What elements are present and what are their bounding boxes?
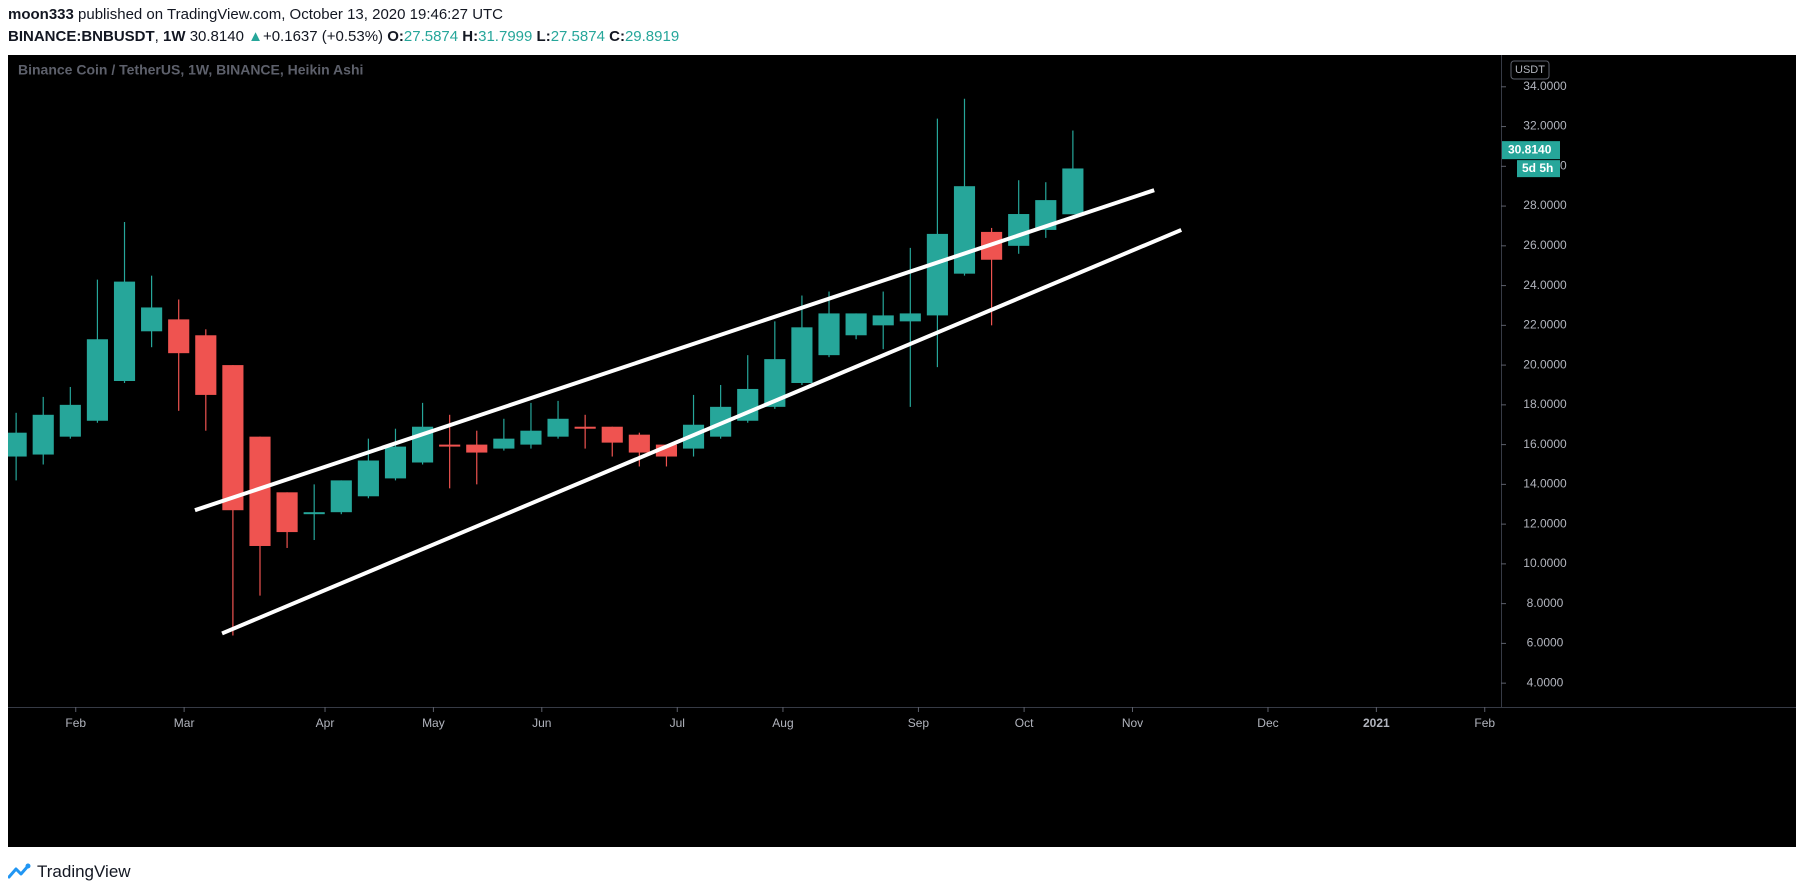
candle-body [195,335,217,395]
time-axis[interactable]: Feb Mar Apr May Jun Jul Aug Sep Oct Nov Dec 2021 Feb [65,707,1495,730]
candle-body [1062,168,1084,215]
time-axis-label: Feb [1474,716,1495,730]
price-axis-label: 28.0000 [1523,198,1567,212]
candle-body [845,313,867,336]
low-label: L: [536,28,551,45]
price-axis-label: 26.0000 [1523,238,1567,252]
currency-badge[interactable]: USDT [1510,60,1550,80]
currency-label: USDT [1515,64,1545,76]
candle-body [303,512,325,515]
candle-body [384,446,407,479]
candle-body [439,444,461,447]
change-arrow-icon: ▲ [248,28,263,45]
candle-body [466,444,488,453]
candle-body [1008,214,1030,246]
time-axis-label: Jun [532,716,551,730]
candle-body [764,359,786,407]
time-axis-label: Mar [174,716,195,730]
countdown-badge [1517,160,1560,178]
tradingview-logo-icon[interactable] [8,863,32,881]
price-axis-label: 12.0000 [1523,516,1567,530]
time-axis-label: Oct [1015,716,1034,730]
candle-body [926,233,948,316]
price-axis-label: 10.0000 [1523,556,1567,570]
candle-body [59,404,81,437]
chart-background [8,55,1796,847]
candle-body [655,444,678,457]
price-axis-label: 20.0000 [1523,357,1567,371]
candle-body [520,430,542,445]
time-axis-label: Jul [670,716,685,730]
time-axis-label: May [422,716,445,730]
candle-body [249,436,271,546]
price-axis-label: 8.0000 [1527,596,1564,610]
candle-body [168,319,190,354]
price-chart[interactable]: 34.000032.000030.000028.000026.000024.00… [5,55,1796,847]
close-value: 29.8919 [624,28,680,45]
close-label: C: [609,28,625,45]
published-text: published on TradingView.com, October 13… [78,6,504,23]
time-axis-label: Dec [1257,716,1278,730]
price-axis-label: 6.0000 [1527,636,1564,650]
candle-body [357,460,379,497]
symbol: BINANCE:BNBUSDT [8,28,155,45]
chart-canvas[interactable]: 34.000032.000030.000028.000026.000024.00… [5,55,1796,847]
price-axis-label: 16.0000 [1523,437,1567,451]
candle-body [5,432,27,457]
candle-body [141,307,163,332]
candle-body [872,315,894,326]
candles [5,98,1084,636]
time-axis-label: Feb [65,716,86,730]
candle-body [628,434,650,453]
last-price-badge [1502,141,1560,160]
candle-body [32,414,54,455]
chart-title: Binance Coin / TetherUS, 1W, BINANCE, He… [18,62,363,78]
open-label: O: [387,28,404,45]
time-axis-label: Apr [316,716,335,730]
interval: 1W [163,28,186,45]
price-axis-label: 22.0000 [1523,318,1567,332]
price-axis-label: 34.0000 [1523,79,1567,93]
candle-body [222,365,244,511]
publish-info: moon333 published on TradingView.com, Oc… [8,6,503,23]
candle-body [547,418,569,437]
symbol-info: BINANCE:BNBUSDT, 1W 30.8140 ▲+0.1637 (+0… [8,28,680,45]
time-axis-label: Aug [772,716,793,730]
candle-body [86,339,108,421]
high-label: H: [462,28,479,45]
lower-channel-line[interactable] [221,228,1183,636]
upper-channel-line[interactable] [194,188,1155,513]
candle-body [330,480,352,513]
time-axis-label: 2021 [1363,716,1390,730]
price-change: +0.1637 (+0.53%) [262,28,384,45]
candle-body [899,313,921,322]
price-axis-label: 4.0000 [1527,675,1564,689]
time-axis-label: Nov [1122,716,1143,730]
last-price-marker: 30.8140 5d 5h [1502,141,1560,178]
price-axis-label: 32.0000 [1523,119,1567,133]
currency-badge-box [1510,60,1550,80]
price-axis-label: 18.0000 [1523,397,1567,411]
candle-body [791,327,813,383]
countdown-label: 5d 5h [1522,161,1553,175]
last-price: 30.8140 [189,28,244,45]
low-value: 27.5874 [550,28,605,45]
tradingview-brand[interactable]: TradingView [37,862,131,881]
candle-body [113,281,136,381]
open-value: 27.5874 [403,28,459,45]
high-value: 31.7999 [478,28,533,45]
time-axis-label: Sep [908,716,930,730]
footer: TradingView [8,860,131,884]
candle-body [818,313,840,356]
price-axis-label: 14.0000 [1523,477,1567,491]
candle-body [574,426,596,429]
candle-body [493,438,515,449]
candle-body [953,186,976,274]
price-axis-label: 24.0000 [1523,278,1567,292]
candle-body [276,492,298,533]
trendlines[interactable] [194,188,1183,636]
last-price-badge-label: 30.8140 [1508,142,1552,156]
author-name[interactable]: moon333 [8,6,74,23]
candle-body [601,426,623,443]
